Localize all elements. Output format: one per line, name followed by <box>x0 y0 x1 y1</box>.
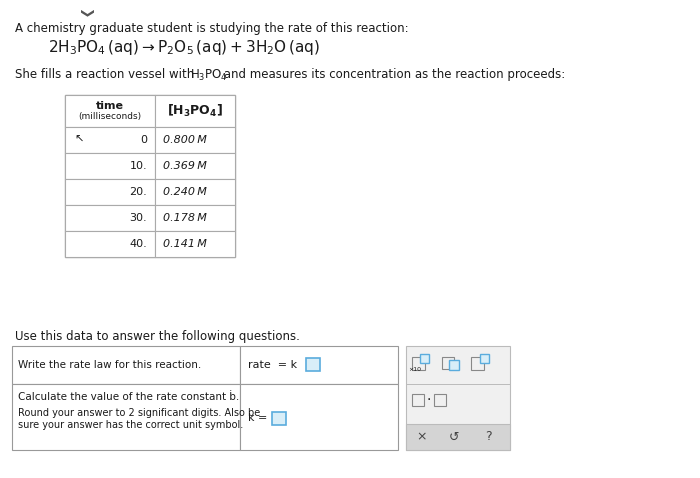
Text: rate  = k: rate = k <box>248 360 297 370</box>
Text: Write the rate law for this reaction.: Write the rate law for this reaction. <box>18 360 202 370</box>
Bar <box>412 357 425 370</box>
Bar <box>65 95 235 257</box>
Text: k =: k = <box>248 413 267 423</box>
Bar <box>449 360 459 370</box>
Text: (milliseconds): (milliseconds) <box>78 112 141 121</box>
Text: 0: 0 <box>140 135 147 145</box>
Text: 40.: 40. <box>130 239 147 249</box>
Bar <box>65 127 155 153</box>
Bar <box>420 354 429 363</box>
Text: Use this data to answer the following questions.: Use this data to answer the following qu… <box>15 330 300 343</box>
Text: Round your answer to 2 significant digits. Also be: Round your answer to 2 significant digit… <box>18 408 260 418</box>
Text: 0.240 M: 0.240 M <box>163 187 207 197</box>
Bar <box>406 346 510 450</box>
Text: ×: × <box>416 431 427 444</box>
Bar <box>65 95 155 127</box>
Text: 0.369 M: 0.369 M <box>163 161 207 171</box>
Text: 0.141 M: 0.141 M <box>163 239 207 249</box>
Bar <box>240 346 398 384</box>
Bar <box>272 412 286 425</box>
Text: and measures its concentration as the reaction proceeds:: and measures its concentration as the re… <box>220 68 566 81</box>
Text: 20.: 20. <box>130 187 147 197</box>
Bar <box>65 179 155 205</box>
Bar <box>240 384 398 450</box>
Text: 30.: 30. <box>130 213 147 223</box>
Text: $\mathregular{H_3PO_4}$: $\mathregular{H_3PO_4}$ <box>190 68 228 83</box>
Bar <box>155 179 235 205</box>
Bar <box>442 357 454 369</box>
Bar <box>65 153 155 179</box>
Text: Calculate the value of the rate constant ḃ.: Calculate the value of the rate constant… <box>18 392 239 402</box>
Bar <box>12 346 240 384</box>
Bar <box>155 127 235 153</box>
Text: $\mathregular{2H_3PO_4\,(aq) \rightarrow P_2O_5\,(aq) + 3H_2O\,(aq)}$: $\mathregular{2H_3PO_4\,(aq) \rightarrow… <box>48 38 320 57</box>
Bar <box>12 384 240 450</box>
Text: ×10: ×10 <box>409 367 421 372</box>
Bar <box>406 424 510 450</box>
Text: sure your answer has the correct unit symbol.: sure your answer has the correct unit sy… <box>18 420 244 430</box>
Text: $\mathregular{[H_3PO_4]}$: $\mathregular{[H_3PO_4]}$ <box>167 103 223 119</box>
Text: 0.800 M: 0.800 M <box>163 135 207 145</box>
Text: She fills a reaction vessel with: She fills a reaction vessel with <box>15 68 198 81</box>
Bar <box>155 231 235 257</box>
Text: 10.: 10. <box>130 161 147 171</box>
Bar <box>471 357 484 370</box>
Text: ·: · <box>427 393 431 407</box>
Bar <box>65 231 155 257</box>
Text: ↺: ↺ <box>449 431 459 444</box>
Bar <box>155 95 235 127</box>
Text: time: time <box>96 101 124 111</box>
Text: ❯: ❯ <box>78 8 92 19</box>
Bar <box>434 394 446 406</box>
Bar <box>480 354 489 363</box>
Bar <box>65 205 155 231</box>
Bar <box>155 205 235 231</box>
Text: ↖: ↖ <box>74 135 84 145</box>
Bar <box>306 358 320 371</box>
Text: ?: ? <box>484 431 491 444</box>
Bar <box>412 394 424 406</box>
Text: 0.178 M: 0.178 M <box>163 213 207 223</box>
Bar <box>155 153 235 179</box>
Text: A chemistry graduate student is studying the rate of this reaction:: A chemistry graduate student is studying… <box>15 22 409 35</box>
